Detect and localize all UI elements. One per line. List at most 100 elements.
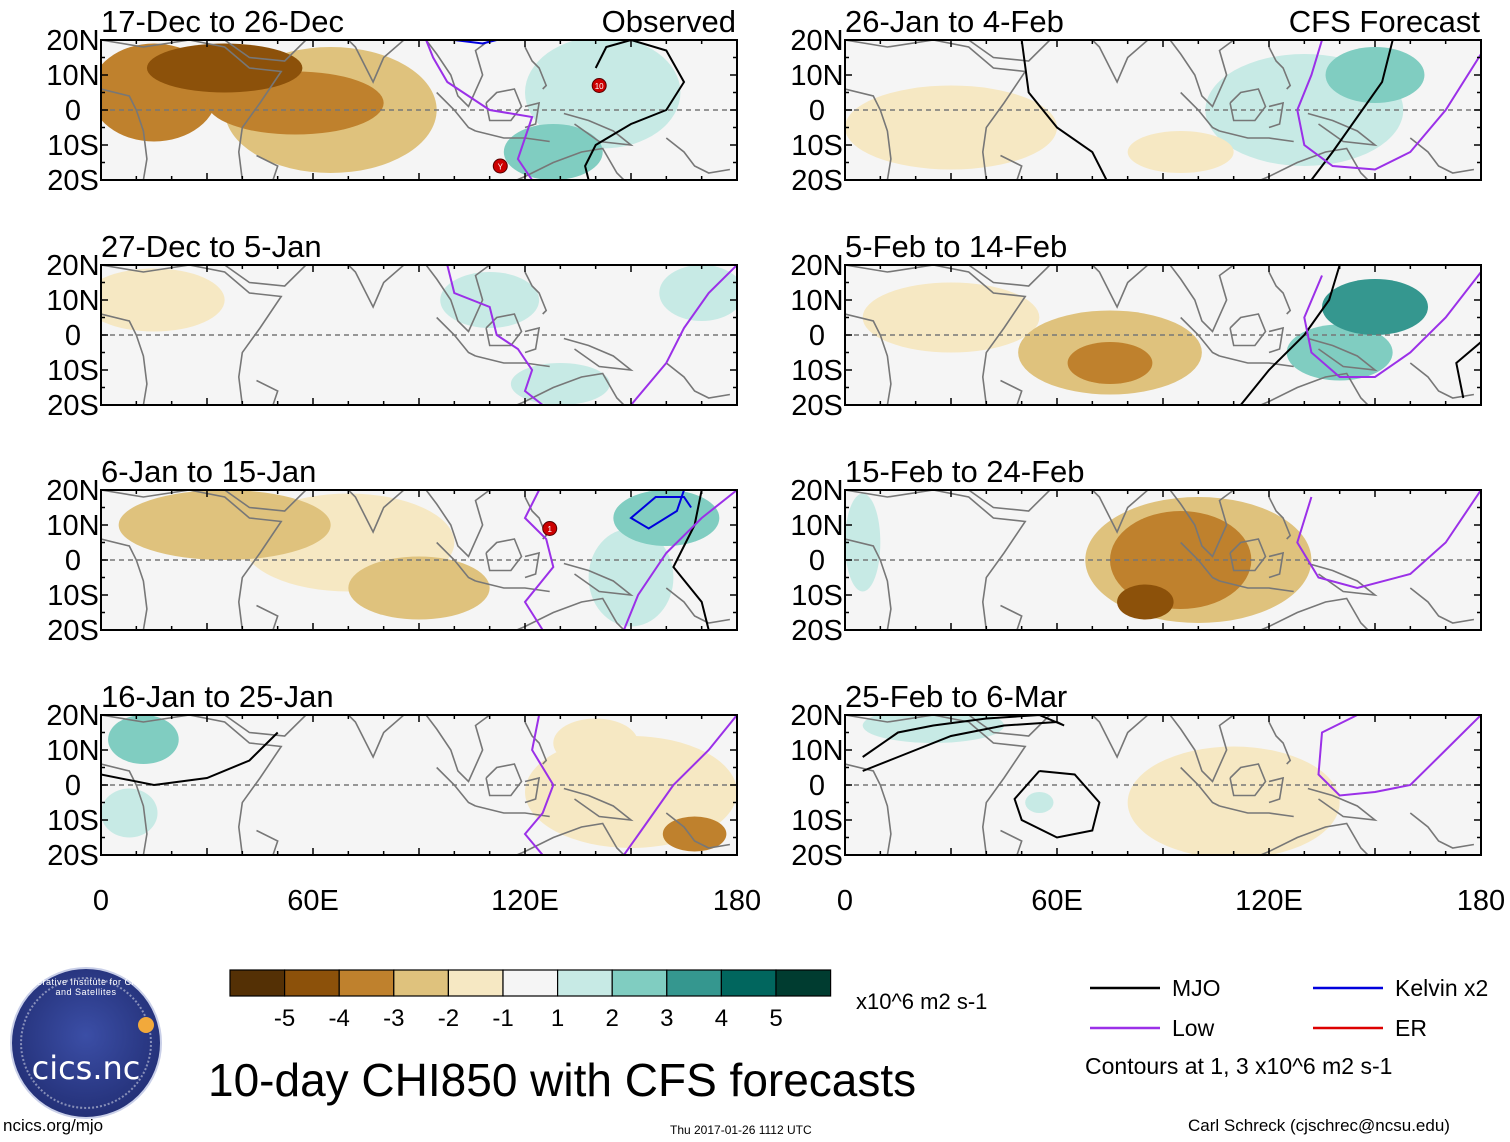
lat-tick-label: 10N xyxy=(790,735,843,767)
coastline xyxy=(1219,355,1294,368)
coastline xyxy=(845,490,1027,630)
lat-tick-label: 10S xyxy=(791,805,843,837)
panel-period-title: 26-Jan to 4-Feb xyxy=(845,4,1064,39)
contour-mjo xyxy=(672,490,710,630)
coastline xyxy=(256,604,279,630)
lat-tick-label: 10N xyxy=(790,510,843,542)
lat-tick-label: 0 xyxy=(65,95,81,127)
contour-low xyxy=(622,490,737,630)
lon-tick-label: 0 xyxy=(93,885,109,917)
contour-low xyxy=(623,715,737,855)
coastline xyxy=(256,379,279,405)
coastline xyxy=(1268,551,1285,579)
coastline xyxy=(224,40,307,62)
coastline xyxy=(475,130,550,143)
coastline xyxy=(1268,326,1285,354)
logo-ring-text: Cooperative Institute for Climate and Sa… xyxy=(13,977,159,997)
coastline xyxy=(845,715,1027,855)
contour-low xyxy=(523,715,555,855)
panel-data xyxy=(101,265,737,405)
chi-anomaly-blob xyxy=(525,40,681,149)
legend-label: MJO xyxy=(1172,975,1221,1001)
coastline xyxy=(845,265,1027,405)
coastline xyxy=(524,101,541,129)
colorbar-tick-label: 5 xyxy=(769,1005,782,1032)
chi-anomaly-blob xyxy=(1067,342,1153,384)
chi-anomaly-blob xyxy=(1117,584,1174,620)
chi-anomaly-blob xyxy=(440,272,540,328)
storm-marker: Y xyxy=(492,158,508,174)
lat-tick-label: 20S xyxy=(47,390,99,422)
contour-low xyxy=(523,490,555,630)
coastline xyxy=(563,112,634,147)
coastline xyxy=(1219,130,1294,143)
coastline xyxy=(436,766,476,807)
coastline xyxy=(101,265,283,405)
contour-low xyxy=(1303,271,1481,378)
legend-item: MJO xyxy=(1090,975,1221,1001)
coastline xyxy=(1268,46,1292,90)
colorbar-tick-label: 1 xyxy=(551,1005,564,1032)
coastline xyxy=(1064,490,1171,534)
coastline xyxy=(1064,40,1171,84)
lon-tick-label: 180 xyxy=(713,885,761,917)
lat-tick-label: 0 xyxy=(809,95,825,127)
lon-tick-label: 120E xyxy=(1235,885,1303,917)
lat-tick-label: 20N xyxy=(790,25,843,57)
lat-tick-label: 20S xyxy=(47,615,99,647)
contour-low xyxy=(1296,40,1481,171)
panel-data xyxy=(845,490,1481,630)
coastline xyxy=(1268,721,1292,765)
legend-label: ER xyxy=(1395,1015,1427,1041)
chi-anomaly-blob xyxy=(348,556,490,620)
coastline xyxy=(563,337,634,372)
contour-kelvin xyxy=(454,40,497,45)
panel-period-title: 16-Jan to 25-Jan xyxy=(101,679,334,714)
storm-icon xyxy=(492,158,508,174)
coastline xyxy=(845,313,892,405)
lon-tick-label: 0 xyxy=(837,885,853,917)
colorbar: -5 -4 -3 -2 -1 1 2 3 4 5 xyxy=(229,969,832,1032)
lat-tick-label: 10N xyxy=(46,510,99,542)
coastline xyxy=(524,326,541,354)
legend-label: Low xyxy=(1172,1015,1215,1041)
coastline xyxy=(1180,541,1220,582)
chi-anomaly-blob xyxy=(1127,746,1340,855)
coastline xyxy=(1268,496,1292,540)
panel-source-label: CFS Forecast xyxy=(1289,4,1481,39)
coastline xyxy=(845,88,892,180)
storm-icon xyxy=(591,78,607,93)
chi-anomaly-blob xyxy=(101,788,158,838)
coastline xyxy=(524,271,548,315)
colorbar-units: x10^6 m2 s-1 xyxy=(856,989,987,1014)
lat-tick-label: 10N xyxy=(46,60,99,92)
logo-arc xyxy=(20,977,152,1109)
coastline xyxy=(524,551,541,579)
coastline xyxy=(320,40,427,84)
colorbar-tick-label: -3 xyxy=(383,1005,404,1032)
colorbar-swatch xyxy=(611,969,668,997)
colorbar-swatch xyxy=(666,969,722,997)
logo-sun-icon xyxy=(138,1017,154,1033)
lon-tick-label: 60E xyxy=(287,885,339,917)
legend-item: Kelvin x2 xyxy=(1313,975,1488,1001)
coastline xyxy=(1169,715,1235,783)
lat-tick-label: 0 xyxy=(809,770,825,802)
coastline xyxy=(1219,580,1294,593)
storm-marker: 1 xyxy=(542,521,558,536)
chi-anomaly-blob xyxy=(845,493,881,592)
coastline xyxy=(485,88,523,122)
chi-anomaly-blob xyxy=(1325,47,1425,103)
coastline xyxy=(665,587,731,624)
legend-item: ER xyxy=(1313,1015,1427,1041)
colorbar-tick-label: -5 xyxy=(274,1005,295,1032)
chi-anomaly-blob xyxy=(862,282,1040,353)
colorbar-swatch xyxy=(338,969,395,997)
coastline xyxy=(1169,40,1235,108)
